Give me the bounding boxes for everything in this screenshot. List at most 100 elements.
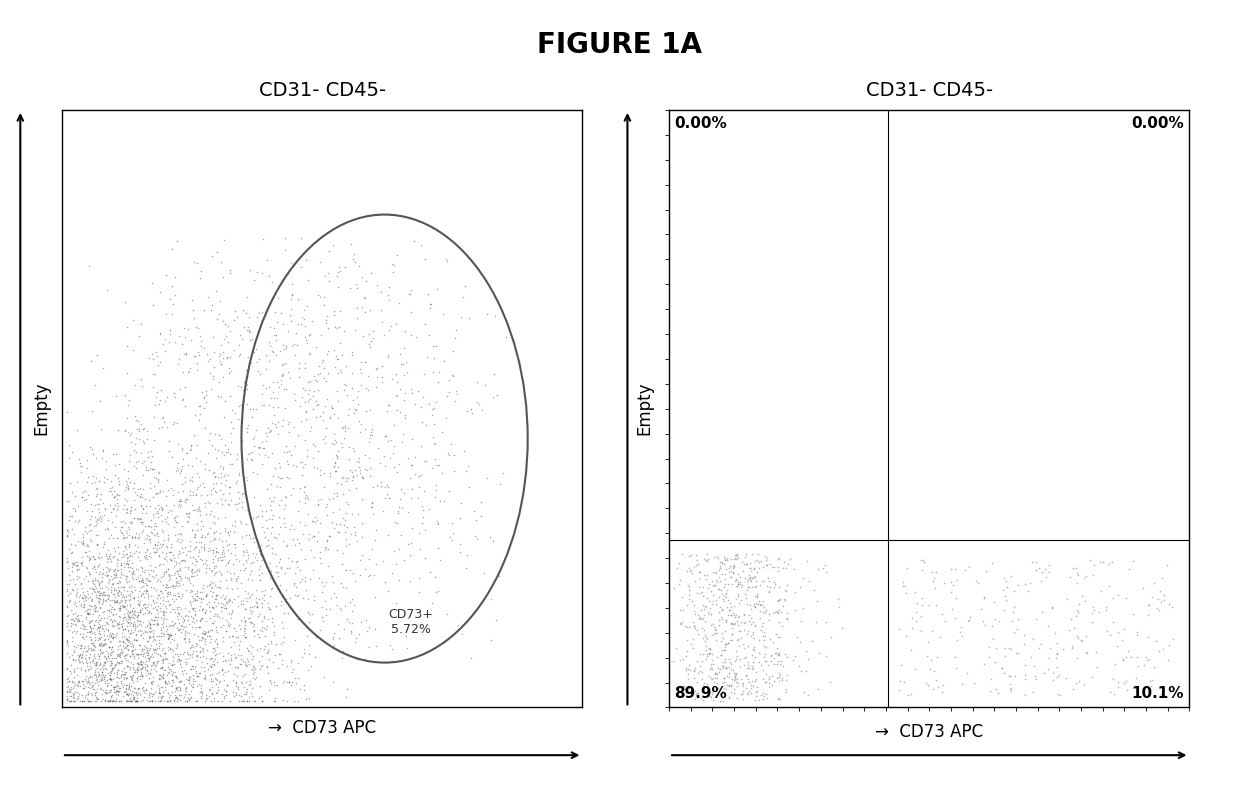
Point	[724, 566, 743, 578]
Point	[736, 681, 756, 694]
Point	[721, 663, 741, 675]
Point	[144, 624, 164, 637]
Point	[120, 663, 140, 675]
Point	[683, 633, 703, 645]
Point	[711, 648, 731, 661]
Point	[325, 626, 344, 639]
Point	[243, 671, 263, 684]
Point	[125, 686, 145, 699]
Point	[150, 669, 170, 681]
Point	[61, 617, 81, 630]
Point	[190, 667, 209, 679]
Point	[727, 672, 747, 685]
Point	[191, 634, 211, 646]
Point	[165, 567, 185, 579]
Point	[159, 586, 178, 599]
Point	[109, 489, 129, 501]
Point	[212, 601, 232, 613]
Point	[94, 670, 114, 683]
Point	[776, 683, 795, 696]
Point	[150, 538, 170, 550]
Point	[128, 681, 147, 694]
Point	[273, 534, 292, 547]
Point	[429, 459, 449, 472]
Point	[361, 428, 380, 441]
Point	[201, 427, 221, 439]
Point	[100, 555, 120, 567]
Point	[1026, 673, 1046, 685]
Point	[1097, 625, 1116, 637]
Point	[141, 638, 161, 651]
Point	[362, 543, 382, 556]
Point	[98, 552, 118, 564]
Point	[192, 531, 212, 544]
Point	[737, 557, 757, 570]
Point	[120, 626, 140, 639]
Point	[160, 632, 180, 645]
Point	[425, 437, 445, 450]
Point	[131, 669, 151, 681]
Point	[181, 334, 201, 347]
Point	[110, 524, 130, 537]
Point	[264, 329, 284, 341]
Point	[245, 583, 265, 596]
Point	[743, 641, 763, 653]
Point	[195, 303, 214, 316]
Point	[336, 691, 356, 703]
Point	[102, 578, 121, 590]
Point	[78, 663, 98, 676]
Point	[93, 362, 113, 374]
Point	[139, 687, 159, 700]
Point	[410, 542, 430, 555]
Point	[90, 422, 110, 435]
Point	[147, 507, 167, 520]
Point	[88, 670, 108, 682]
Point	[207, 486, 227, 498]
Point	[213, 541, 233, 553]
Point	[264, 575, 284, 587]
Point	[94, 538, 114, 550]
Point	[59, 674, 79, 687]
Point	[366, 363, 385, 376]
Point	[733, 565, 753, 578]
Point	[719, 578, 738, 591]
Point	[414, 391, 434, 403]
Point	[77, 607, 97, 619]
Point	[309, 498, 328, 510]
Point	[1136, 651, 1156, 663]
Point	[219, 654, 239, 667]
Point	[79, 652, 99, 664]
Point	[152, 523, 172, 536]
Point	[243, 690, 263, 703]
Point	[221, 390, 240, 402]
Point	[133, 526, 152, 538]
Point	[467, 395, 487, 408]
Point	[253, 597, 273, 609]
Point	[161, 546, 181, 559]
Point	[207, 608, 227, 620]
Point	[763, 658, 783, 670]
Point	[253, 624, 273, 637]
Point	[186, 637, 206, 649]
Point	[166, 627, 186, 640]
Point	[149, 542, 169, 554]
Point	[745, 600, 764, 612]
Point	[113, 681, 133, 693]
Point	[704, 683, 724, 696]
Point	[188, 501, 208, 513]
Point	[217, 624, 237, 637]
Point	[180, 663, 199, 675]
Point	[74, 639, 94, 652]
Point	[171, 571, 191, 584]
Point	[719, 562, 738, 575]
Point	[729, 568, 748, 581]
Point	[150, 672, 170, 685]
Point	[740, 571, 760, 583]
Point	[755, 634, 774, 646]
Point	[157, 695, 177, 707]
Point	[72, 663, 92, 676]
Point	[73, 627, 93, 640]
Point	[138, 644, 157, 656]
Point	[727, 633, 747, 645]
Point	[924, 572, 944, 585]
